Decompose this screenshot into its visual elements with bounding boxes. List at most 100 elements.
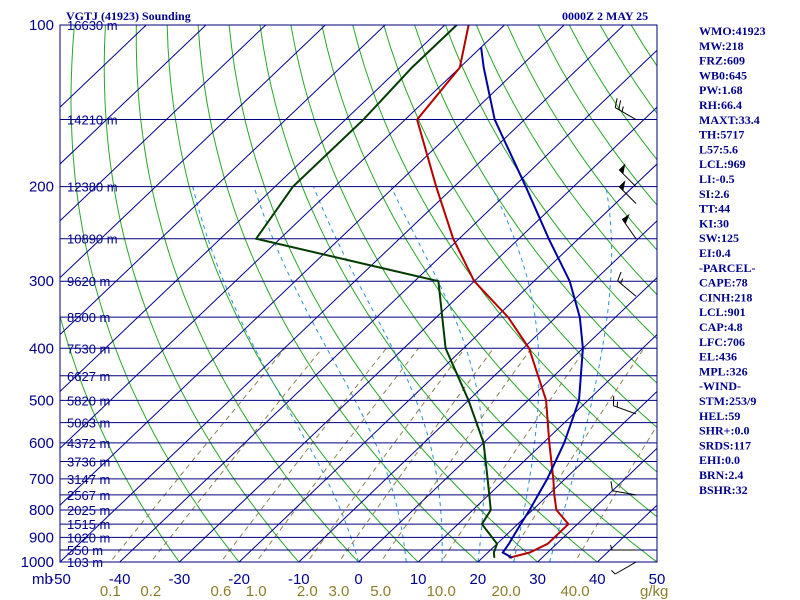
wind-barb-staff	[612, 490, 637, 496]
isotherm	[238, 163, 657, 562]
sounding-index: SW:125	[699, 231, 739, 245]
mixing-ratio-tick-label: 2.0	[297, 583, 318, 600]
isotherm	[60, 25, 266, 222]
pressure-tick-label: 600	[29, 435, 54, 452]
sounding-index: BRN:2.4	[699, 468, 743, 482]
sounding-index: CAP:4.8	[699, 320, 743, 334]
wind-barb-half-feather	[610, 544, 613, 551]
dry-adiabat	[70, 25, 240, 562]
wind-barb-feather	[614, 98, 618, 108]
height-label: 1020 m	[67, 530, 110, 545]
series-dewpoint-line	[254, 25, 499, 558]
wind-barb	[611, 561, 637, 575]
sounding-index: SI:2.6	[699, 187, 729, 201]
height-label: 2025 m	[67, 503, 110, 518]
wind-barb-layer	[610, 98, 637, 575]
mixing-ratio-line	[255, 347, 419, 562]
dry-adiabat	[290, 25, 657, 562]
wind-barb	[614, 98, 637, 121]
sounding-index: HEL:59	[699, 409, 740, 423]
dry-adiabat	[228, 25, 539, 562]
pressure-tick-label: 500	[29, 392, 54, 409]
sounding-index: EHI:0.0	[699, 453, 740, 467]
isotherm	[298, 220, 657, 562]
mixing-ratio-line	[306, 348, 466, 562]
height-label: 550 m	[67, 543, 103, 558]
isotherm	[537, 447, 657, 562]
height-label: 1515 m	[67, 517, 110, 532]
height-label: 16630 m	[67, 18, 118, 33]
dry-adiabat	[445, 25, 657, 340]
wind-barb-feather	[618, 100, 622, 110]
sounding-index: L57:5.6	[699, 142, 738, 156]
wind-barb	[610, 481, 637, 496]
grid-layer	[60, 25, 657, 562]
wind-barb-half-feather	[611, 570, 616, 575]
height-label: 9620 m	[67, 274, 110, 289]
mixing-ratio-line	[505, 348, 645, 562]
mixing-ratio-line	[220, 347, 387, 562]
wind-barb-feather	[610, 481, 613, 491]
sounding-index: EL:436	[699, 350, 737, 364]
mixing-ratio-tick-label: 1.0	[246, 583, 267, 600]
dry-adiabat	[414, 25, 657, 384]
dry-adiabat	[475, 25, 657, 296]
height-label: 4372 m	[67, 436, 110, 451]
pressure-tick-label: 900	[29, 529, 54, 546]
sounding-index: FRZ:609	[699, 54, 745, 68]
dry-adiabat	[506, 25, 657, 251]
temperature-tick-label: 40	[589, 571, 606, 588]
sounding-index: EI:0.4	[699, 246, 731, 260]
height-label: 5063 m	[67, 416, 110, 431]
mixing-ratio-line	[574, 424, 657, 562]
sounding-index: WMO:41923	[699, 24, 766, 38]
wind-barb-staff	[618, 186, 637, 204]
wind-barb	[618, 163, 637, 188]
dry-adiabat	[135, 25, 360, 562]
moist-adiabat	[390, 186, 485, 562]
sounding-index: SHR+:0.0	[699, 424, 750, 438]
temperature-tick-label: -10	[288, 571, 310, 588]
wind-barb-half-feather	[621, 106, 624, 112]
wind-barb-pennant	[622, 213, 630, 224]
isotherm	[60, 25, 565, 506]
wind-barb	[610, 544, 636, 551]
wind-barb-staff	[617, 280, 637, 297]
pressure-tick-label: 700	[29, 471, 54, 488]
wind-barb-staff	[618, 169, 637, 188]
sounding-index: TT:44	[699, 202, 730, 216]
height-label: 6627 m	[67, 369, 110, 384]
pressure-tick-label: 100	[29, 17, 54, 34]
pressure-tick-label: 400	[29, 340, 54, 357]
temperature-tick-label: -30	[169, 571, 191, 588]
height-label: 5820 m	[67, 393, 110, 408]
mixing-ratio-line	[338, 348, 494, 562]
wind-barb-pennant	[619, 180, 626, 191]
height-label: 103 m	[67, 555, 103, 570]
wind-barb	[618, 180, 637, 204]
height-label: 3147 m	[67, 472, 110, 487]
sounding-index: -WIND-	[699, 379, 741, 393]
isotherm	[119, 49, 657, 562]
wind-barb	[621, 213, 637, 239]
sounding-index: MPL:326	[699, 364, 748, 378]
dry-adiabat	[321, 25, 657, 518]
dry-adiabat	[259, 25, 599, 562]
temperature-tick-label: 20	[470, 571, 487, 588]
isotherm	[60, 25, 446, 393]
wind-barb-pennant	[619, 163, 626, 174]
dry-adiabat	[383, 25, 657, 429]
height-label: 8500 m	[67, 310, 110, 325]
temperature-tick-label: -50	[49, 571, 71, 588]
pressure-tick-label: 1000	[21, 554, 54, 571]
dry-adiabat	[568, 25, 657, 161]
dry-adiabat	[197, 25, 479, 562]
mixing-ratio-tick-label: 3.0	[328, 583, 349, 600]
temperature-tick-label: 0	[354, 571, 362, 588]
dry-adiabat	[166, 25, 419, 562]
isotherm	[60, 25, 207, 165]
wind-barb-feather	[617, 271, 622, 282]
mixing-ratio-line	[109, 347, 286, 562]
